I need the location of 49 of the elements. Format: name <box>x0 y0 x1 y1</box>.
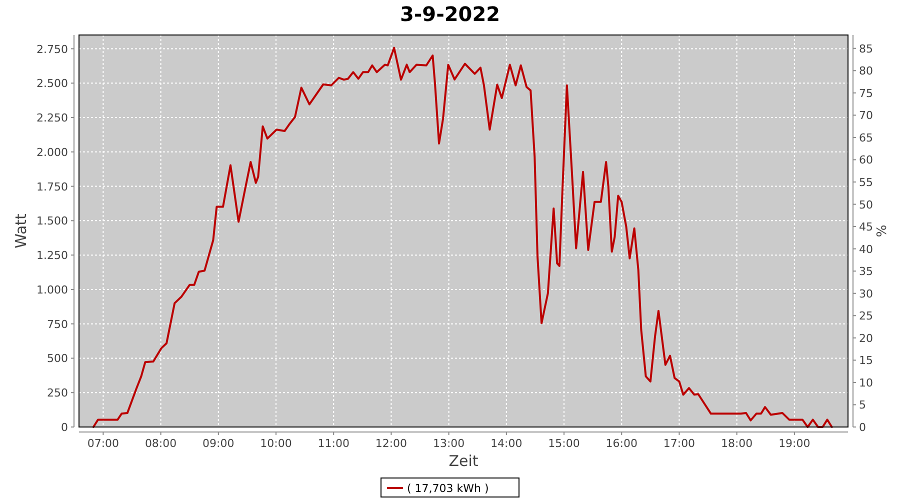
x-axis-title: Zeit <box>448 452 478 470</box>
legend-label: ( 17,703 kWh ) <box>407 482 489 495</box>
y2-tick-label: 5 <box>859 398 866 412</box>
y2-tick-label: 55 <box>859 176 873 189</box>
y2-tick-label: 35 <box>859 265 873 278</box>
y2-axis-title: % <box>875 224 890 238</box>
x-tick-label: 19:00 <box>778 437 810 450</box>
y-tick-label: 0 <box>61 421 68 434</box>
y2-tick-label: 0 <box>859 421 866 434</box>
y2-tick-label: 10 <box>859 376 873 390</box>
y-axis-title: Watt <box>12 213 30 248</box>
y2-tick-label: 80 <box>859 64 873 78</box>
y-tick-label: 2.250 <box>36 112 68 125</box>
y2-tick-label: 50 <box>859 198 873 212</box>
y2-tick-label: 15 <box>859 354 873 368</box>
y2-tick-label: 85 <box>859 42 873 56</box>
y-tick-label: 1.000 <box>36 283 68 296</box>
y-tick-label: 1.250 <box>36 249 68 262</box>
x-tick-label: 18:00 <box>720 437 753 450</box>
y-tick-label: 750 <box>47 318 68 331</box>
x-tick-label: 12:00 <box>375 437 408 450</box>
x-tick-label: 17:00 <box>663 437 696 450</box>
y-tick-label: 500 <box>47 352 68 366</box>
x-tick-label: 08:00 <box>144 437 177 450</box>
y2-tick-label: 30 <box>859 287 873 300</box>
x-tick-label: 14:00 <box>490 437 522 450</box>
y2-tick-label: 70 <box>859 109 873 122</box>
x-tick-label: 09:00 <box>202 437 234 450</box>
x-tick-label: 11:00 <box>318 437 350 450</box>
y2-tick-label: 40 <box>859 242 873 256</box>
x-tick-label: 16:00 <box>606 437 638 450</box>
y2-tick-label: 65 <box>859 131 873 144</box>
y-tick-label: 2.750 <box>36 42 68 56</box>
y-tick-label: 1.500 <box>36 214 68 228</box>
y2-tick-label: 20 <box>859 332 873 345</box>
x-tick-label: 13:00 <box>432 437 465 450</box>
x-tick-label: 07:00 <box>87 437 120 450</box>
x-tick-label: 10:00 <box>260 437 292 450</box>
line-series <box>92 46 833 428</box>
y-tick-label: 2.000 <box>36 146 68 159</box>
y2-tick-label: 75 <box>859 86 873 100</box>
y-tick-label: 250 <box>47 386 68 400</box>
y-tick-label: 2.500 <box>36 77 68 90</box>
y2-tick-label: 45 <box>859 220 873 234</box>
y2-tick-label: 25 <box>859 310 873 323</box>
x-tick-label: 15:00 <box>548 437 580 450</box>
chart-title: 3-9-2022 <box>400 2 500 26</box>
y2-tick-label: 60 <box>859 154 873 167</box>
y-tick-label: 1.750 <box>36 180 68 194</box>
